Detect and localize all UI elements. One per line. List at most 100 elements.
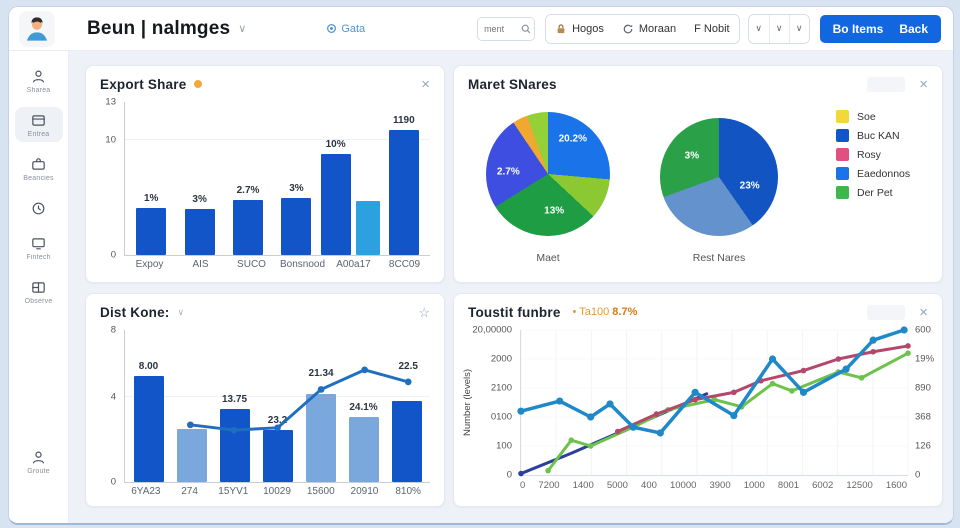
x-axis-label: 3900 [709,480,731,491]
x-axis-label: 0 [520,480,526,491]
y-axis-tick: 126 [915,440,931,452]
y-axis-title: Number (levels) [461,368,473,437]
close-icon[interactable]: × [919,75,928,93]
toolbar-button-hogos[interactable]: Hogos [546,14,613,43]
x-axis-label: 6YA23 [131,486,161,497]
y-axis-tick: 100 [496,440,512,452]
panel-title: Maret SNares [468,76,557,92]
x-axis: 6YA23 274 15YV1 10029 15600 20910 810% [124,486,430,497]
toolbar-button-nobit[interactable]: F Nobit [685,14,739,43]
app-header: Beun | nalmges ∨ Gata Hogos [9,7,953,51]
user-icon [32,451,45,464]
sidebar-item-label: Fintech [26,254,51,261]
star-icon[interactable]: ☆ [418,304,430,320]
legend-swatch [836,167,849,180]
sidebar-items: Sharea Entrea Beancies Fintech Observe [9,63,68,309]
legend-item: Soe [836,110,910,123]
panel-dist-kone: Dist Kone: ∨ ☆ 8 4 0 8.00 13.75 23.2 24.1% 21.… [85,293,445,507]
y-axis: 8 4 0 [90,325,120,488]
panel-header: Dist Kone: ∨ ☆ [86,294,444,328]
x-axis-label: AIS [192,259,209,270]
legend-label: Rosy [857,148,881,161]
x-axis-label: 810% [395,486,421,497]
x-axis-label: 12500 [846,480,873,491]
panel-menu-badge[interactable] [867,76,906,92]
bar-value-label: 3% [289,183,304,195]
bar: 2.7% [233,185,264,255]
x-axis-label: A00a17 [336,259,371,270]
x-axis-label: Expoy [135,259,164,270]
trend-line [186,366,412,434]
sidebar-item-beancies[interactable]: Beancies [15,151,63,186]
toolbar-button-label: Hogos [572,22,604,35]
bar: 23.2 [262,415,293,482]
sidebar-item-observe[interactable]: Observe [15,274,63,309]
toolbar-button-label: F Nobit [694,22,730,35]
bar-group: 1% [127,102,175,255]
dropdown-2[interactable]: ∨ [768,14,789,43]
search-input[interactable] [482,22,521,35]
y-axis-tick: 0 [915,469,921,481]
series-teal [519,328,906,435]
primary-action-button[interactable]: Bo Items Back [819,14,941,43]
sidebar-item-groute[interactable]: Groute [15,444,63,479]
x-axis-label: 15600 [306,486,335,497]
title-dropdown-icon[interactable]: ∨ [238,23,247,35]
dropdown-group: ∨ ∨ ∨ [747,13,810,44]
bar-value-label: 24.1% [349,401,378,413]
bar: 1% [136,193,167,255]
chart-legend: Soe Buc KAN Rosy Eaedonnos Der Pet [836,110,910,205]
bar: 10% [320,139,351,255]
close-icon[interactable]: × [919,303,928,321]
gridline [125,395,430,397]
x-axis-label: 1600 [885,480,907,491]
avatar[interactable] [19,10,55,47]
bar-value-label: 13.75 [221,394,248,406]
sidebar-item-fintech[interactable]: Fintech [15,230,63,265]
pie-caption: Rest Nares [692,252,746,264]
x-axis-label: 20910 [350,486,379,497]
panel-title: Toustit funbre [468,304,561,320]
bar-group: 23.2 [256,330,299,482]
panel-header: Export Share × [86,66,444,100]
bar [176,428,207,482]
x-axis-label: 10029 [263,486,291,497]
search-box [477,16,536,41]
legend-label: Der Pet [857,186,893,199]
chevron-down-icon[interactable]: ∨ [177,306,185,317]
search-icon[interactable] [520,23,532,35]
subtitle-prefix: • Ta100 [572,306,610,318]
nav-link[interactable]: Gata [326,23,365,35]
bar-group: 10% [320,102,380,255]
bar-value-label: 8.00 [138,360,159,372]
x-axis-label: Bonsnood [279,259,326,270]
bar-value-label: 2.7% [236,184,260,196]
legend-item: Der Pet [836,186,910,199]
x-axis: 0 7200 1400 5000 400 10000 3900 1000 8001 6002 125… [520,480,907,491]
primary-button-label-left: Bo Items [832,21,884,36]
panel-menu-badge[interactable] [867,304,906,320]
dropdown-3[interactable]: ∨ [788,14,809,43]
bar: 1190 [388,115,419,255]
dropdown-1[interactable]: ∨ [748,14,769,43]
sidebar-item-entrea[interactable]: Entrea [14,107,63,142]
legend-label: Eaedonnos [857,167,911,180]
line-value-label: 22.5 [398,360,418,372]
toolbar-button-moraan[interactable]: Moraan [612,14,686,43]
pie-slice-label: 23% [739,180,760,192]
sidebar-item-clock[interactable] [15,195,63,221]
sidebar-item-sharea[interactable]: Sharea [15,63,63,98]
pie-slice-label: 3% [684,150,700,162]
legend-item: Rosy [836,148,910,161]
sidebar-item-label: Beancies [23,175,54,182]
bar-group: 2.7% [224,102,272,255]
x-axis-label: 8001 [777,480,800,491]
user-icon [32,70,45,83]
bar-group: 1190 [380,102,428,255]
bar-series: 8.00 13.75 23.2 24.1% [125,330,430,482]
close-icon[interactable]: × [421,75,430,93]
legend-swatch [836,186,849,199]
line-value-label: 21.34 [308,368,334,380]
legend-item: Eaedonnos [836,167,910,180]
monitor-icon [32,238,45,250]
